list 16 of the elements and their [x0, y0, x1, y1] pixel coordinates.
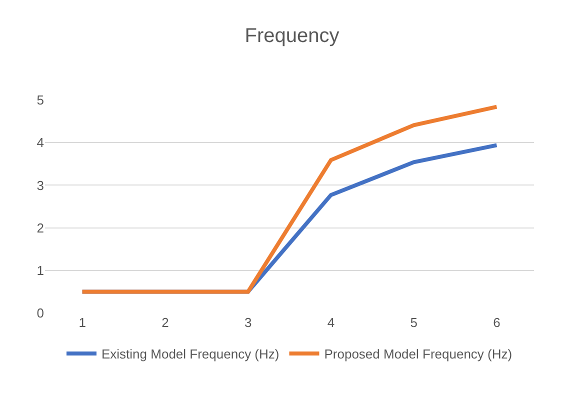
- y-tick-label: 4: [36, 135, 44, 150]
- chart-title: Frequency: [244, 25, 340, 48]
- y-tick-label: 1: [36, 262, 44, 278]
- legend-label: Existing Model Frequency (Hz): [102, 346, 280, 362]
- x-tick-label: 3: [244, 315, 252, 330]
- y-tick-label: 5: [36, 92, 44, 108]
- x-tick-label: 4: [327, 315, 335, 330]
- y-tick-label: 2: [36, 220, 44, 236]
- line-series: [80, 104, 499, 294]
- x-tick-label: 6: [493, 315, 500, 330]
- legend-label: Proposed Model Frequency (Hz): [324, 346, 512, 362]
- x-tick-label: 1: [78, 315, 86, 330]
- x-tick-label: 2: [162, 315, 169, 330]
- x-tick-label: 5: [410, 315, 418, 330]
- y-tick-label: 0: [36, 306, 44, 321]
- y-tick-label: 3: [36, 178, 44, 193]
